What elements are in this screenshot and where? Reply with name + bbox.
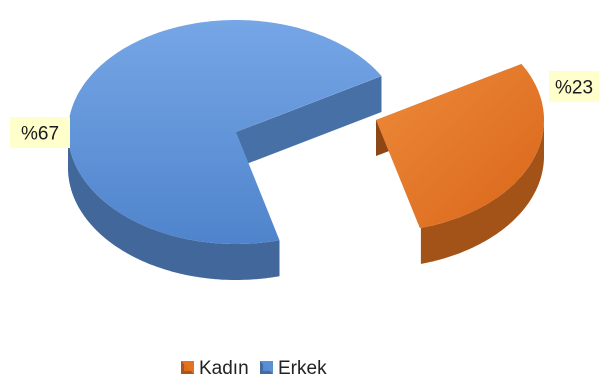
legend-label: Erkek <box>278 358 327 379</box>
legend-swatch <box>260 361 273 374</box>
data-label-kad-n: %23 <box>549 71 599 102</box>
pie-slice-erkek <box>68 20 382 280</box>
svg-text:%23: %23 <box>555 78 593 99</box>
legend-swatch <box>181 361 194 374</box>
svg-text:%67: %67 <box>21 124 59 145</box>
legend: Kadın Erkek <box>181 358 327 379</box>
data-label-erkek: %67 <box>10 117 70 148</box>
legend-label: Kadın <box>199 358 249 379</box>
legend-item-erkek: Erkek <box>260 358 327 379</box>
pie-slice-kad-n <box>376 64 544 264</box>
legend-item-kad-n: Kadın <box>181 358 249 379</box>
